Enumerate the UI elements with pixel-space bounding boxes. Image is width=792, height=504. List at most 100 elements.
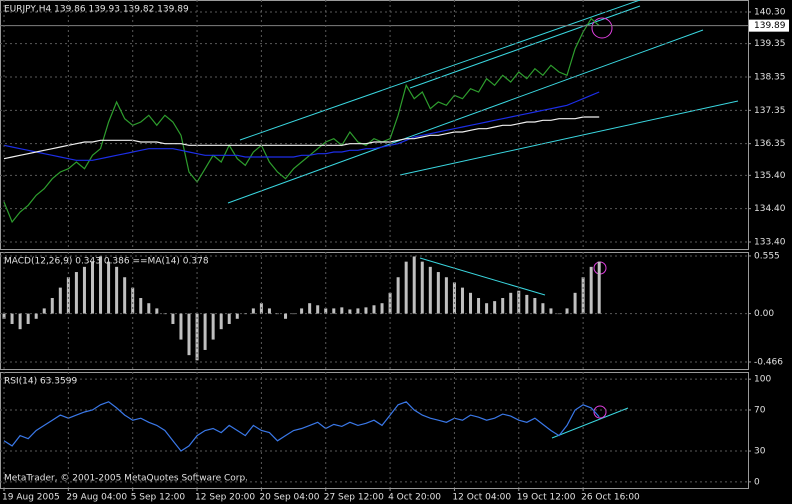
histogram-bar xyxy=(292,313,296,315)
x-tick-label: 26 Oct 16:00 xyxy=(581,493,640,503)
y-tick-label: 133.40 xyxy=(754,238,786,248)
histogram-bar xyxy=(235,313,239,319)
trend-line xyxy=(399,100,739,176)
histogram-bar xyxy=(581,277,585,314)
histogram-bar xyxy=(420,261,424,314)
histogram-bar xyxy=(460,287,464,314)
histogram-bar xyxy=(469,292,473,314)
y-tick-label: 140.30 xyxy=(754,8,786,18)
histogram-bar xyxy=(115,266,119,314)
histogram-bar xyxy=(428,266,432,314)
histogram-bar xyxy=(195,313,199,361)
histogram-bar xyxy=(187,313,191,356)
x-tick-label: 29 Aug 04:00 xyxy=(66,493,127,503)
histogram-bar xyxy=(179,313,183,340)
histogram-bar xyxy=(509,292,513,314)
panel-title: MACD(12,26,9) 0.343 0.386 ==MA(14) 0.378 xyxy=(4,257,209,267)
y-tick-label: 138.35 xyxy=(754,73,786,83)
y-tick-label: 0.555 xyxy=(754,251,780,261)
histogram-bar xyxy=(34,313,38,319)
histogram-bar xyxy=(211,313,215,340)
panel-title: RSI(14) 63.3599 xyxy=(4,377,77,387)
histogram-bar xyxy=(2,313,6,319)
y-tick-label: 135.40 xyxy=(754,171,786,181)
x-tick-label: 19 Oct 12:00 xyxy=(517,493,576,503)
histogram-bar xyxy=(308,303,312,314)
histogram-bar xyxy=(364,307,368,314)
histogram-bar xyxy=(171,313,175,324)
histogram-bar xyxy=(565,308,569,314)
x-tick-label: 20 Sep 04:00 xyxy=(259,493,319,503)
histogram-bar xyxy=(533,298,537,314)
histogram-bar xyxy=(123,277,127,314)
histogram-bar xyxy=(412,256,416,314)
y-tick-label: 0 xyxy=(754,477,760,487)
x-tick-label: 12 Sep 20:00 xyxy=(195,493,255,503)
histogram-bar xyxy=(267,308,271,314)
histogram-bar xyxy=(42,308,46,314)
histogram-bar xyxy=(18,313,22,330)
histogram-bar xyxy=(227,313,231,324)
x-tick-label: 27 Sep 12:00 xyxy=(324,493,384,503)
histogram-bar xyxy=(251,308,255,314)
x-tick-label: 12 Oct 04:00 xyxy=(452,493,511,503)
histogram-bar xyxy=(380,303,384,314)
y-tick-label: 0.00 xyxy=(754,309,774,319)
histogram-bar xyxy=(493,301,497,314)
x-tick-label: 4 Oct 20:00 xyxy=(388,493,441,503)
price-box xyxy=(749,19,789,32)
y-tick-label: 100 xyxy=(754,375,771,385)
x-tick-label: 19 Aug 2005 xyxy=(2,493,60,503)
histogram-bar xyxy=(10,313,14,324)
histogram-bar xyxy=(275,313,279,315)
histogram-bar xyxy=(107,261,111,314)
price-panel xyxy=(0,0,749,250)
histogram-bar xyxy=(99,256,103,314)
watermark: MetaTrader, © 2001-2005 MetaQuotes Softw… xyxy=(4,474,248,484)
histogram-bar xyxy=(404,261,408,314)
x-tick-label: 5 Sep 12:00 xyxy=(131,493,186,503)
y-tick-label: 70 xyxy=(754,405,766,415)
y-tick-label: 137.35 xyxy=(754,106,786,116)
histogram-bar xyxy=(203,313,207,350)
trend-line xyxy=(419,257,546,296)
y-tick-label: 136.35 xyxy=(754,139,786,149)
highlight-circle xyxy=(591,17,613,39)
histogram-bar xyxy=(589,266,593,314)
histogram-bar xyxy=(324,308,328,314)
panel-title: EURJPY,H4 139.86 139.93 139.82 139.89 xyxy=(4,5,189,15)
data-line xyxy=(3,91,600,161)
histogram-bar xyxy=(597,261,601,314)
highlight-circle xyxy=(593,405,607,419)
histogram-bar xyxy=(525,294,529,314)
histogram-bar xyxy=(147,303,151,314)
histogram-bar xyxy=(90,261,94,314)
histogram-bar xyxy=(26,313,30,324)
histogram-bar xyxy=(139,298,143,314)
y-tick-label: 139.35 xyxy=(754,39,786,49)
histogram-bar xyxy=(163,313,167,315)
histogram-bar xyxy=(356,308,360,314)
histogram-bar xyxy=(219,313,223,330)
histogram-bar xyxy=(573,292,577,314)
data-line xyxy=(3,401,600,452)
trend-line xyxy=(227,29,704,204)
trend-line xyxy=(239,0,641,141)
histogram-bar xyxy=(316,305,320,314)
histogram-bar xyxy=(557,313,561,315)
histogram-bar xyxy=(243,313,247,315)
trend-line xyxy=(409,5,641,89)
histogram-bar xyxy=(284,313,288,319)
price-label: 139.89 xyxy=(754,21,786,31)
histogram-bar xyxy=(74,272,78,314)
y-tick-label: 134.40 xyxy=(754,204,786,214)
trend-line xyxy=(551,407,629,439)
histogram-bar xyxy=(372,305,376,314)
histogram-bar xyxy=(348,309,352,314)
histogram-bar xyxy=(444,277,448,314)
histogram-bar xyxy=(485,303,489,314)
histogram-bar xyxy=(131,287,135,314)
data-line xyxy=(3,116,600,160)
histogram-bar xyxy=(155,308,159,314)
